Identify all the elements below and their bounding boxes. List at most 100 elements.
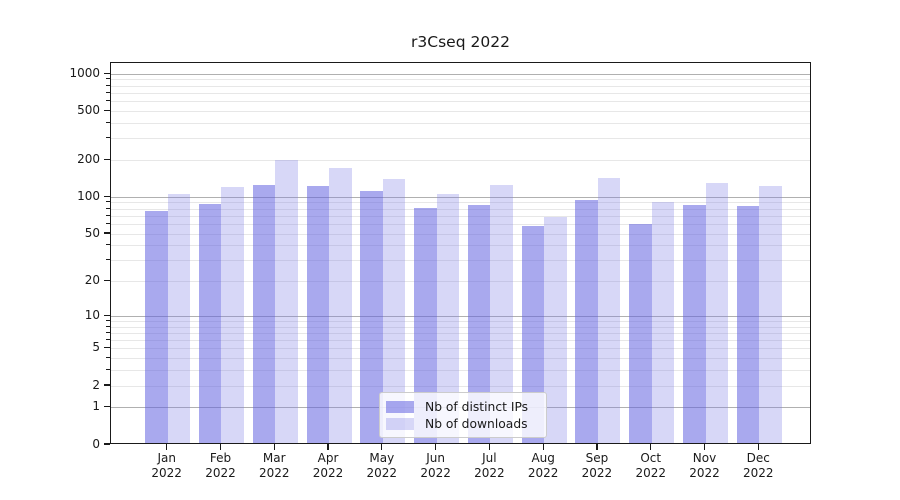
y-tick-mark [103,72,110,74]
major-gridline [111,196,810,198]
y-tick-mark [103,314,110,316]
minor-gridline [111,358,810,360]
minor-gridline [111,159,810,161]
y-minor-tick-mark [106,357,110,359]
y-minor-tick-mark [106,91,110,93]
y-minor-tick-mark [106,331,110,333]
y-tick-mark [103,384,110,386]
minor-gridline [111,260,810,262]
minor-gridline [111,202,810,204]
chart-title: r3Cseq 2022 [411,33,510,51]
x-tick-mark [381,444,383,450]
minor-gridline [111,92,810,94]
y-minor-tick-mark [106,214,110,216]
minor-gridline [111,245,810,247]
bar-downloads-oct [651,202,675,443]
legend: Nb of distinct IPs Nb of downloads [379,392,547,438]
bar-distinct-ips-mar [252,185,276,443]
y-minor-tick-mark [106,78,110,80]
y-tick-mark [103,109,110,112]
bar-downloads-mar [275,160,298,443]
minor-gridline [111,340,810,342]
y-tick-label: 5 [92,340,100,355]
bar-downloads-dec [759,185,782,443]
bar-distinct-ips-jul [467,204,491,443]
minor-gridline [111,208,810,210]
x-tick-label-jan: Jan 2022 [151,451,182,480]
bar-distinct-ips-nov [683,205,706,443]
y-tick-mark [103,232,110,234]
x-tick-mark [488,444,490,450]
major-gridline [111,315,810,317]
minor-gridline [111,385,810,387]
y-tick-label: 50 [84,225,100,240]
y-minor-tick-mark [106,259,110,261]
minor-gridline [111,320,810,322]
minor-gridline [111,79,810,81]
legend-item-downloads: Nb of downloads [386,417,538,431]
minor-gridline [111,85,810,87]
minor-gridline [111,122,810,124]
bar-downloads-nov [705,183,728,443]
y-minor-tick-mark [106,137,110,139]
minor-gridline [111,101,810,103]
bar-downloads-apr [329,168,352,443]
y-tick-mark [103,195,110,197]
x-tick-label-oct: Oct 2022 [635,451,666,480]
y-tick-label: 10 [84,307,100,322]
bar-distinct-ips-feb [198,204,222,443]
y-minor-tick-mark [106,84,110,86]
bar-distinct-ips-aug [521,226,545,443]
y-minor-tick-mark [106,222,110,224]
bar-downloads-jul [490,184,513,443]
bar-distinct-ips-oct [629,224,652,443]
bar-distinct-ips-apr [306,186,330,443]
legend-label-downloads: Nb of downloads [425,417,528,431]
minor-gridline [111,370,810,372]
legend-swatch-distinct-ips [386,401,414,413]
y-minor-tick-mark [106,369,110,371]
x-tick-label-may: May 2022 [366,451,398,480]
y-minor-tick-mark [106,201,110,203]
y-tick-label: 500 [77,102,100,117]
y-tick-label: 100 [77,188,100,203]
bar-downloads-jan [167,194,191,443]
legend-swatch-downloads [386,418,414,430]
y-minor-tick-mark [106,325,110,327]
x-tick-label-mar: Mar 2022 [258,451,290,480]
minor-gridline [111,332,810,334]
legend-item-distinct-ips: Nb of distinct IPs [386,400,538,414]
y-tick-label: 2 [92,377,100,392]
minor-gridline [111,110,810,112]
y-tick-label: 1 [92,399,100,414]
y-minor-tick-mark [106,319,110,321]
minor-gridline [111,138,810,140]
major-gridline [111,73,810,75]
y-minor-tick-mark [106,244,110,246]
x-tick-mark [166,444,168,450]
x-tick-mark [542,444,544,450]
bar-distinct-ips-may [360,191,383,443]
bar-distinct-ips-jun [414,207,437,443]
bar-downloads-aug [544,217,567,443]
minor-gridline [111,215,810,217]
minor-gridline [111,326,810,328]
x-tick-label-nov: Nov 2022 [689,451,720,480]
y-tick-label: 0 [92,436,100,451]
x-tick-mark [273,444,275,450]
y-tick-mark [103,158,110,161]
x-tick-label-jul: Jul 2022 [474,451,505,480]
x-tick-label-aug: Aug 2022 [527,451,559,480]
y-minor-tick-mark [106,207,110,209]
x-tick-mark [650,444,652,450]
y-tick-label: 200 [77,151,100,166]
x-tick-label-jun: Jun 2022 [420,451,451,480]
minor-gridline [111,223,810,225]
y-tick-mark [103,280,110,282]
legend-label-distinct-ips: Nb of distinct IPs [425,400,529,414]
x-tick-mark [327,444,329,450]
bar-downloads-jun [436,193,460,443]
bar-downloads-may [382,179,406,443]
x-tick-mark [703,444,706,450]
